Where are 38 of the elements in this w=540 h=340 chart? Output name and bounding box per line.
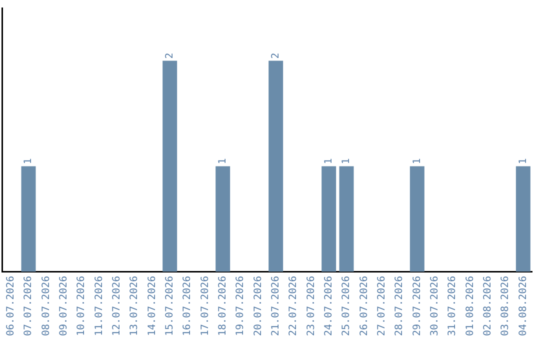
x-tick-label: 13.07.2026 xyxy=(129,276,140,336)
x-tick-label: 27.07.2026 xyxy=(376,276,388,336)
x-tick-label: 20.07.2026 xyxy=(252,276,264,336)
data-label: 2 xyxy=(270,52,282,59)
x-tick-label: 01.08.2026 xyxy=(464,276,476,336)
x-tick-label: 28.07.2026 xyxy=(394,276,406,336)
x-tick-label: 02.08.2026 xyxy=(482,276,494,336)
x-tick-label: 16.07.2026 xyxy=(182,276,194,336)
x-tick-label: 23.07.2026 xyxy=(306,276,317,336)
x-tick-label: 29.07.2026 xyxy=(412,276,423,336)
data-label: 1 xyxy=(217,158,228,164)
x-tick-label: 25.07.2026 xyxy=(341,276,352,336)
data-label: 2 xyxy=(164,52,176,59)
x-tick-label: 04.08.2026 xyxy=(518,276,529,336)
data-label: 1 xyxy=(23,158,34,164)
x-tick-label: 17.07.2026 xyxy=(200,276,211,336)
x-tick-label: 09.07.2026 xyxy=(58,276,70,336)
x-tick-label: 26.07.2026 xyxy=(358,276,370,336)
x-tick-label: 14.07.2026 xyxy=(146,276,158,336)
x-tick-label: 30.07.2026 xyxy=(429,276,440,336)
x-tick-label: 21.07.2026 xyxy=(270,276,282,336)
x-tick-label: 19.07.2026 xyxy=(235,276,246,336)
x-tick-label: 22.07.2026 xyxy=(288,276,300,336)
x-tick-label: 10.07.2026 xyxy=(76,276,88,336)
data-label: 1 xyxy=(323,158,334,164)
x-tick-label: 11.07.2026 xyxy=(94,276,105,336)
x-tick-label: 15.07.2026 xyxy=(164,276,176,336)
x-tick-label: 18.07.2026 xyxy=(217,276,228,336)
data-label: 1 xyxy=(518,158,529,164)
x-tick-label: 24.07.2026 xyxy=(323,276,334,336)
data-label: 1 xyxy=(341,158,352,164)
x-tick-label: 12.07.2026 xyxy=(111,276,122,336)
x-tick-label: 08.07.2026 xyxy=(40,276,52,336)
x-tick-label: 07.07.2026 xyxy=(23,276,34,336)
x-tick-label: 06.07.2026 xyxy=(5,276,16,336)
x-tick-label: 03.08.2026 xyxy=(500,276,512,336)
data-label: 1 xyxy=(412,158,423,164)
x-tick-label: 31.07.2026 xyxy=(447,276,458,336)
